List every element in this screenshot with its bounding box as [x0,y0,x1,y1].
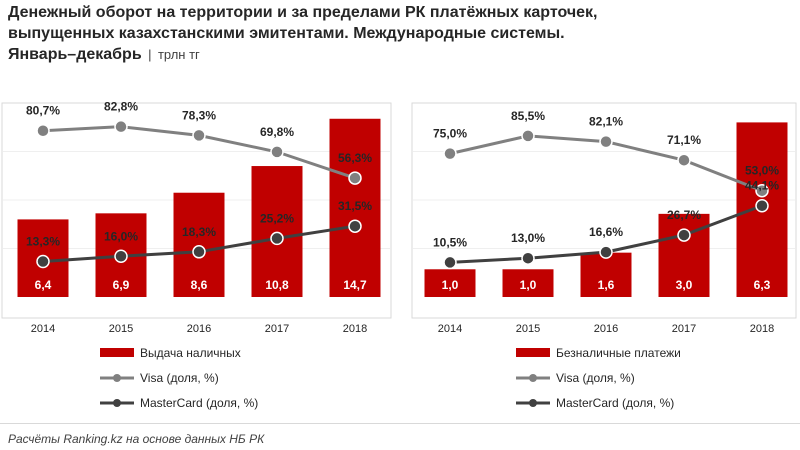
panel2-x-tick-2014: 2014 [438,323,462,335]
panel1-visa-point-2018 [348,171,362,185]
panel2-bar-label-2014: 1,0 [442,278,459,292]
panel2-mastercard-label-2017: 26,7% [667,208,701,222]
source-note: Расчёты Ranking.kz на основе данных НБ Р… [8,432,265,446]
footer-divider [0,423,800,424]
chart-title: Денежный оборот на территории и за преде… [8,2,792,65]
panel1-mastercard-label-2015: 16,0% [104,229,138,243]
panel2-visa-point-2015 [521,129,535,143]
panel1-mastercard-point-2018 [348,219,362,233]
panel1-visa-label-2018: 56,3% [338,151,372,165]
panel1-bar-label-2014: 6,4 [35,278,52,292]
panel2-mastercard-point-2018 [755,198,769,213]
panel2-legend-bar-label: Безналичные платежи [556,346,681,360]
panel2-mastercard-point-2015 [521,251,535,265]
panel2-visa-point-2016 [599,134,613,149]
panel1-visa-label-2015: 82,8% [104,100,138,114]
panel2-mastercard-label-2016: 16,6% [589,225,623,239]
title-line-3: Январь–декабрь | трлн тг [8,44,792,65]
panel1-visa-label-2016: 78,3% [182,108,216,122]
panel1-mastercard-label-2014: 13,3% [26,234,60,248]
panel2-visa-label-2017: 71,1% [667,133,701,147]
panel1-x-tick-2018: 2018 [343,323,367,335]
panel1-mastercard-point-2015 [114,249,128,264]
panel2-mastercard-label-2018: 44,1% [745,179,779,193]
panel1-legend-bar-label: Выдача наличных [140,346,241,360]
panel2-bar-2014 [424,269,476,297]
panel2-bar-label-2017: 3,0 [676,278,693,292]
title-unit: трлн тг [157,47,200,62]
panel2-bar-label-2016: 1,6 [598,278,615,292]
panel1-mastercard-label-2018: 31,5% [338,199,372,213]
panel1-legend-mastercard-label: MasterCard (доля, %) [140,396,258,410]
panel2-frame [411,102,797,319]
panel1-visa-label-2014: 80,7% [26,104,60,118]
panel2-legend-mastercard-marker [529,399,537,407]
panel2-bar-2016 [580,252,632,297]
panel2-visa-label-2014: 75,0% [433,127,467,141]
title-line-1: Денежный оборот на территории и за преде… [8,4,598,21]
panel2-visa-label-2016: 82,1% [589,115,623,129]
panel1-mastercard-label-2016: 18,3% [182,225,216,239]
panel2-legend-visa-marker [529,374,537,382]
panel1-frame [1,102,392,319]
panel2-bar-label-2015: 1,0 [520,278,537,292]
panel1-legend-visa-marker [113,374,121,382]
panel2-x-tick-2016: 2016 [594,323,618,335]
panel1-x-tick-2016: 2016 [187,323,211,335]
panel1-bar-label-2016: 8,6 [191,278,208,292]
panel1-x-tick-2014: 2014 [31,323,55,335]
title-line-2: выпущенных казахстанскими эмитентами. Ме… [8,25,565,42]
panel2-x-tick-2018: 2018 [750,323,774,335]
panel2-visa-point-2017 [677,153,691,167]
panel1-mastercard-point-2016 [192,245,206,259]
panel2-mastercard-point-2014 [443,255,457,270]
panel1-visa-point-2017 [270,145,284,159]
panel2-legend-mastercard-label: MasterCard (доля, %) [556,396,674,410]
panel1-legend-visa-label: Visa (доля, %) [140,371,219,385]
panel2-mastercard-label-2014: 10,5% [433,235,467,249]
panel1-visa-point-2014 [36,123,50,138]
panel1-x-tick-2017: 2017 [265,323,289,335]
panel1-bar-2018 [329,118,381,297]
panel1-x-tick-2015: 2015 [109,323,133,335]
panel1-visa-label-2017: 69,8% [260,125,294,139]
panel2-mastercard-label-2015: 13,0% [511,231,545,245]
chart-area: 6,4 2014 6,9 2015 8,6 2016 10,8 2017 14,7 2018 80,… [1,100,797,410]
panel2-legend-bar-swatch [516,348,550,357]
panel1-bar-2017 [251,166,303,297]
panel2-visa-label-2018: 53,0% [745,164,779,178]
panel2-visa-point-2014 [443,146,457,161]
panel2-legend-visa-label: Visa (доля, %) [556,371,635,385]
panel1-visa-point-2016 [192,128,206,143]
panel2-visa-label-2015: 85,5% [511,109,545,123]
panel2-mastercard-point-2016 [599,245,613,259]
panel1-bar-2016 [173,192,225,297]
panel1-visa-point-2015 [114,119,128,134]
panel2-visa-point-2018 [755,183,769,198]
panel2-bar-label-2018: 6,3 [754,278,771,292]
panel1-mastercard-point-2017 [270,231,284,246]
title-separator: | [148,47,152,62]
panel1-mastercard-point-2014 [36,254,50,269]
panel2-bar-2015 [502,269,554,297]
panel2-x-tick-2015: 2015 [516,323,540,335]
panel1-bar-label-2018: 14,7 [343,278,367,292]
panel1-legend-bar-swatch [100,348,134,357]
panel1-mastercard-label-2017: 25,2% [260,211,294,225]
panel1-bar-label-2015: 6,9 [113,278,130,292]
panel1-legend-mastercard-marker [113,399,121,407]
panel2-x-tick-2017: 2017 [672,323,696,335]
title-period: Январь–декабрь [8,46,142,63]
panel1-bar-label-2017: 10,8 [265,278,289,292]
panel2-mastercard-point-2017 [677,228,691,242]
